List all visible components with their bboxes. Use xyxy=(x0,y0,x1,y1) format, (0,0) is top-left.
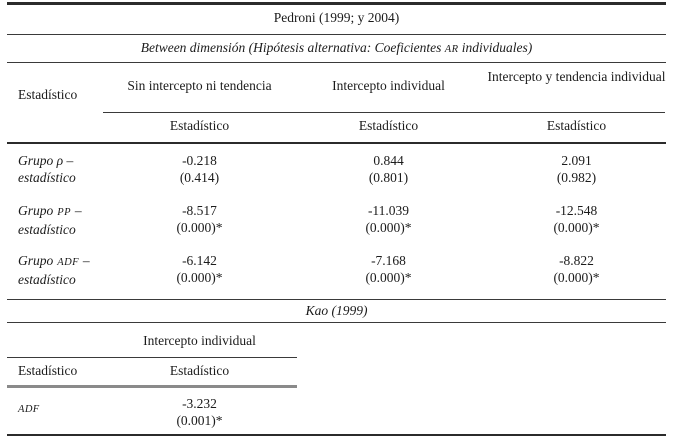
row-label-grupo-pp: Grupo PP – estadístico xyxy=(18,202,82,238)
table-cell: 2.091 (0.982) xyxy=(482,152,671,186)
row-label-line2: estadístico xyxy=(18,170,76,185)
p-value: (0.000)* xyxy=(365,220,412,235)
row-label-word: Grupo xyxy=(18,203,54,218)
p-value: (0.801) xyxy=(368,170,409,185)
divider-below-kao-title xyxy=(7,322,666,323)
divider-below-kao-subheaders xyxy=(7,385,297,388)
divider-below-column-headers xyxy=(103,112,665,113)
divider-below-subheaders xyxy=(7,142,666,144)
divider-below-kao-column-header xyxy=(7,357,297,358)
row-label-abbr: PP xyxy=(57,207,71,218)
stat-value: -6.142 xyxy=(182,253,217,268)
table-cell: -6.142 (0.000)* xyxy=(105,252,294,286)
p-value: (0.000)* xyxy=(365,270,412,285)
row-label-word: Grupo ρ – xyxy=(18,153,74,168)
stat-value: -0.218 xyxy=(182,153,217,168)
kao-column-header-estadistico: Estadístico xyxy=(18,363,78,378)
stat-value: -8.517 xyxy=(182,203,217,218)
row-label-dash: – xyxy=(82,253,90,268)
table-cell: -8.822 (0.000)* xyxy=(482,252,671,286)
divider-top-border xyxy=(7,2,666,5)
stat-value: 2.091 xyxy=(561,153,592,168)
row-label-dash: – xyxy=(74,203,82,218)
row-label-line2: estadístico xyxy=(18,272,76,287)
pedroni-subtitle: Between dimensión (Hipótesis alternativa… xyxy=(7,40,666,56)
subheader-estadistico-1: Estadístico xyxy=(169,118,230,133)
p-value: (0.982) xyxy=(556,170,597,185)
stat-value: -7.168 xyxy=(371,253,406,268)
p-value: (0.001)* xyxy=(176,413,223,428)
kao-subheader-estadistico: Estadístico xyxy=(169,363,230,378)
p-value: (0.000)* xyxy=(176,220,223,235)
column-header-estadistico: Estadístico xyxy=(18,87,78,102)
stat-value: 0.844 xyxy=(373,153,404,168)
kao-column-header-intercepto: Intercepto individual xyxy=(143,333,256,348)
p-value: (0.000)* xyxy=(553,220,600,235)
divider-below-subtitle xyxy=(7,62,666,63)
stat-value: -12.548 xyxy=(555,203,598,218)
column-header-intercepto-individual: Intercepto individual xyxy=(332,78,445,93)
table-cell: -8.517 (0.000)* xyxy=(105,202,294,236)
table-cell: -11.039 (0.000)* xyxy=(294,202,483,236)
stat-value: -8.822 xyxy=(559,253,594,268)
p-value: (0.000)* xyxy=(176,270,223,285)
row-label-abbr: ADF xyxy=(57,257,79,268)
table-cell: -7.168 (0.000)* xyxy=(294,252,483,286)
pedroni-section-title: Pedroni (1999; y 2004) xyxy=(273,10,400,25)
table-cell: 0.844 (0.801) xyxy=(294,152,483,186)
divider-bottom-border xyxy=(7,434,666,436)
subtitle-smallcaps-ar: AR xyxy=(444,44,459,55)
p-value: (0.000)* xyxy=(553,270,600,285)
column-header-sin-intercepto: Sin intercepto ni tendencia xyxy=(127,78,272,93)
subheader-estadistico-3: Estadístico xyxy=(546,118,607,133)
kao-section-title: Kao (1999) xyxy=(305,303,368,318)
row-label-grupo-rho: Grupo ρ – estadístico xyxy=(18,152,81,186)
p-value: (0.414) xyxy=(179,170,220,185)
stat-value: -11.039 xyxy=(367,203,410,218)
kao-row-label-adf: ADF xyxy=(18,404,40,415)
row-label-word: Grupo xyxy=(18,253,54,268)
table-cell: -12.548 (0.000)* xyxy=(482,202,671,236)
subtitle-text-post: individuales) xyxy=(458,40,533,55)
stat-value: -3.232 xyxy=(182,396,217,411)
table-cell: -0.218 (0.414) xyxy=(105,152,294,186)
subtitle-text-pre: Between dimensión (Hipótesis alternativa… xyxy=(140,40,445,55)
row-label-grupo-adf: Grupo ADF – estadístico xyxy=(18,252,90,288)
divider-below-pedroni-title xyxy=(7,34,666,35)
table-cell: -3.232 (0.001)* xyxy=(105,395,294,429)
subheader-estadistico-2: Estadístico xyxy=(358,118,419,133)
row-label-line2: estadístico xyxy=(18,222,76,237)
column-header-intercepto-tendencia: Intercepto y tendencia individual xyxy=(487,69,666,84)
divider-above-kao-title xyxy=(7,299,666,300)
